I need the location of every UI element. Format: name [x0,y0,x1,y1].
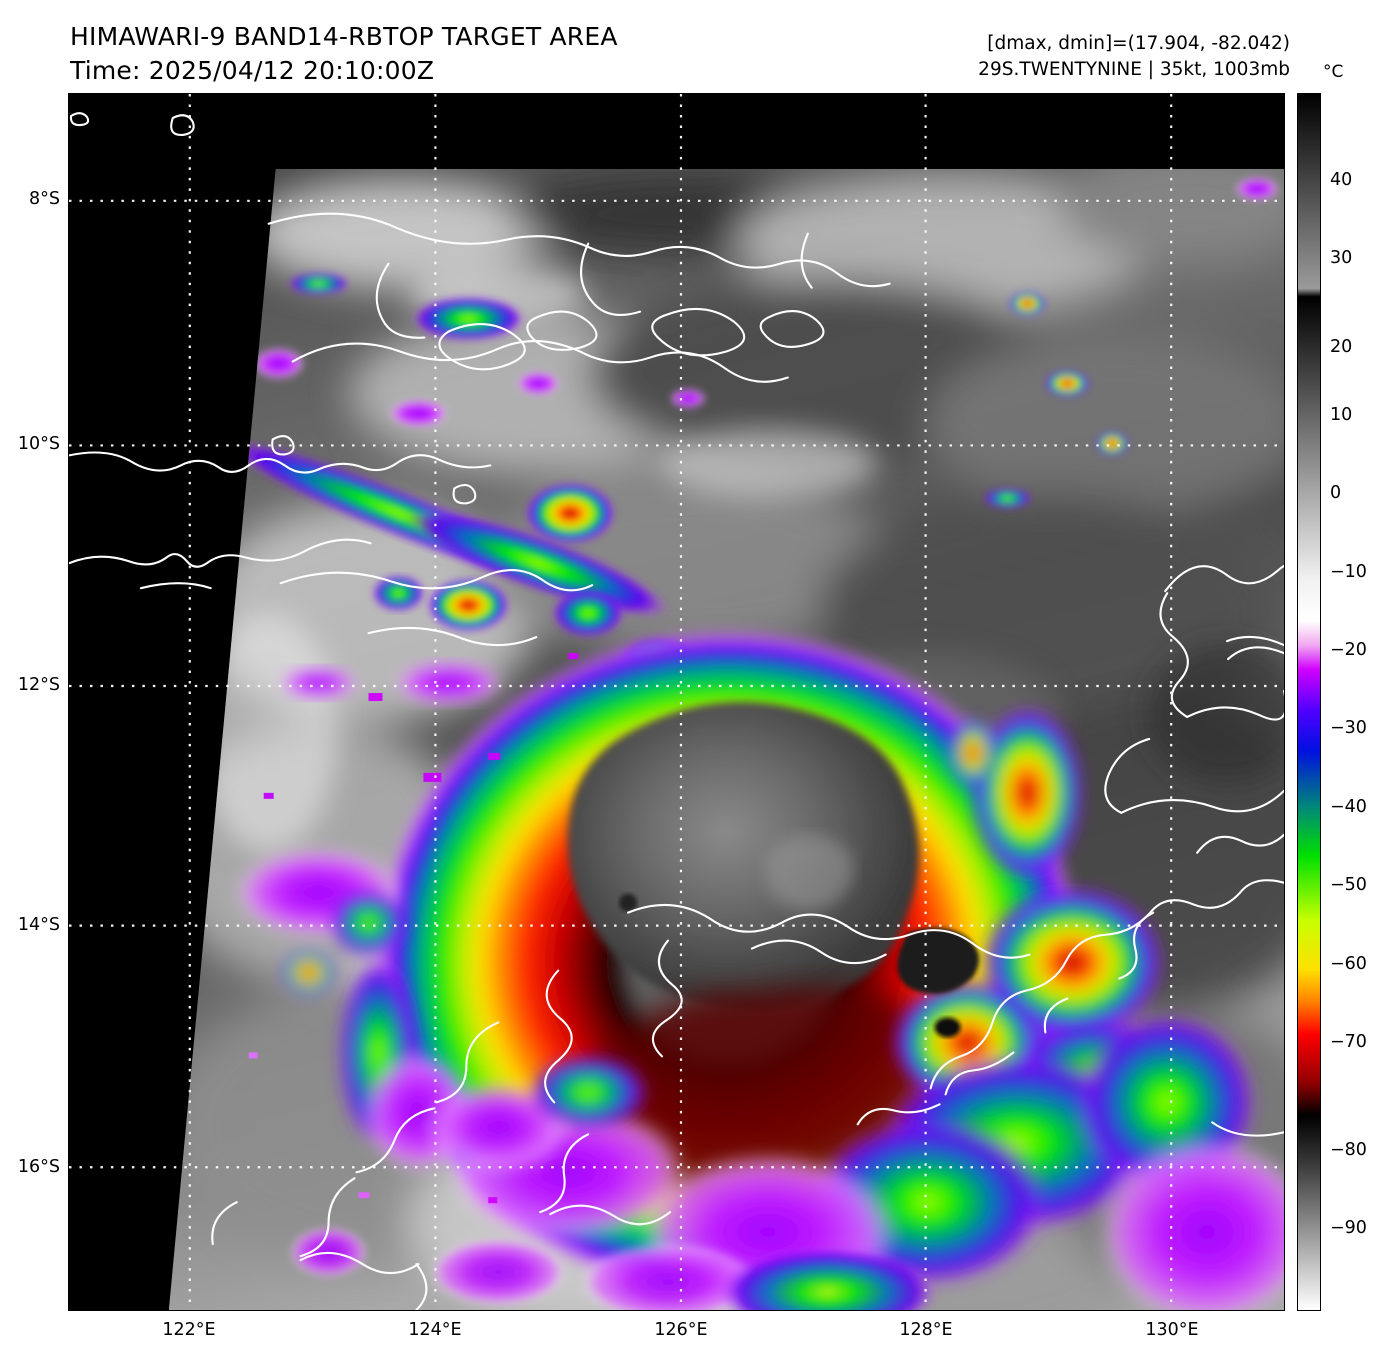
title-primary: HIMAWARI-9 BAND14-RBTOP TARGET AREA [70,22,618,51]
y-axis-tick-label: 16°S [17,1157,60,1177]
colorbar-tick-label: −10 [1330,562,1367,582]
data-range-label: [dmax, dmin]=(17.904, -82.042) [987,33,1290,54]
colorbar [1297,93,1321,1311]
storm-info-label: 29S.TWENTYNINE | 35kt, 1003mb [978,59,1290,80]
y-axis-tick-label: 14°S [17,915,60,935]
x-axis-tick-label: 122°E [162,1320,216,1340]
colorbar-tick-label: −50 [1330,875,1367,895]
page-title: HIMAWARI-9 BAND14-RBTOP TARGET AREA Time… [70,20,618,88]
colorbar-tick-label: 0 [1330,483,1342,503]
colorbar-tick-label: 20 [1330,337,1353,357]
x-axis-tick-label: 128°E [899,1320,953,1340]
colorbar-tick-label: −30 [1330,718,1367,738]
colorbar-gradient [1298,94,1320,1310]
satellite-raster [69,94,1284,1310]
colorbar-tick-label: 40 [1330,170,1353,190]
satellite-image-plot: Copyright © 2020-2025 Dapiya [68,93,1285,1311]
y-axis-tick-label: 10°S [17,434,60,454]
colorbar-tick-label: 10 [1330,405,1353,425]
title-timestamp: Time: 2025/04/12 20:10:00Z [70,56,435,85]
colorbar-tick-label: 30 [1330,248,1353,268]
colorbar-tick-label: −80 [1330,1140,1367,1160]
colorbar-tick-label: −90 [1330,1218,1367,1238]
colorbar-tick-label: −60 [1330,954,1367,974]
x-axis-tick-label: 124°E [408,1320,462,1340]
colorbar-tick-label: −20 [1330,640,1367,660]
y-axis-tick-label: 8°S [29,189,60,209]
metadata-block: [dmax, dmin]=(17.904, -82.042) 29S.TWENT… [978,31,1290,83]
colorbar-tick-label: −40 [1330,797,1367,817]
x-axis-tick-label: 130°E [1145,1320,1199,1340]
x-axis-tick-label: 126°E [654,1320,708,1340]
colorbar-unit-label: °C [1323,62,1344,82]
colorbar-tick-label: −70 [1330,1032,1367,1052]
y-axis-tick-label: 12°S [17,675,60,695]
